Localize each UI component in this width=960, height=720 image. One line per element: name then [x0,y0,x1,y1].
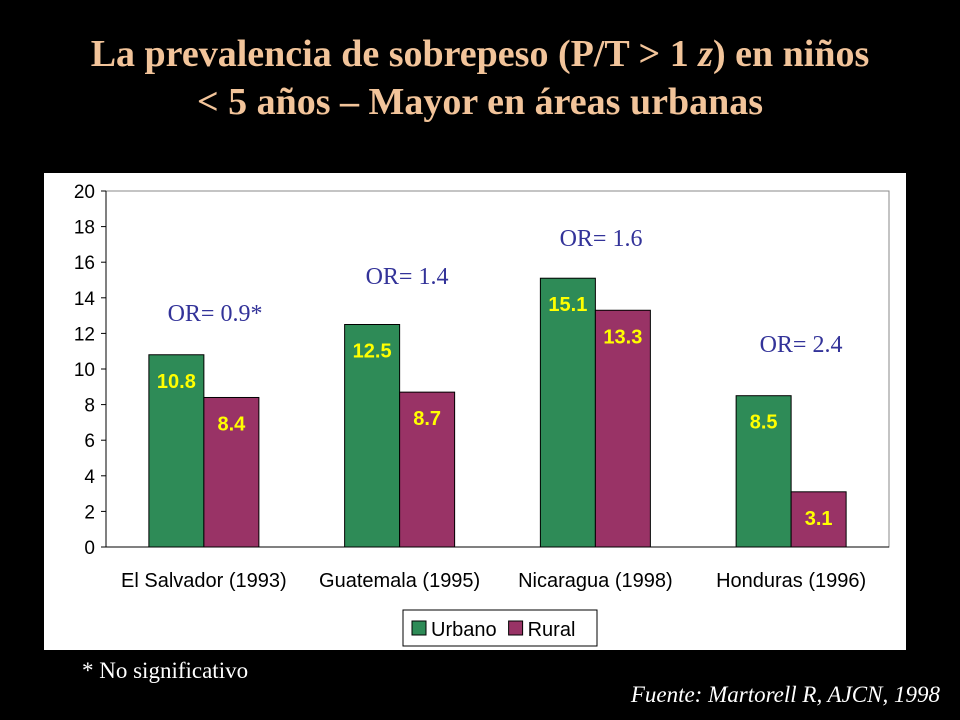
y-tick-label: 6 [84,431,95,452]
legend-label-urbano: Urbano [431,619,497,641]
legend-swatch-rural [508,620,524,636]
bar-value-label: 8.7 [413,408,441,430]
bar-value-label: 8.5 [750,412,778,434]
bar-chart: 0 2 4 6 8 10 12 14 16 18 20 10.8 8.4 El Salvador (199… [74,182,890,647]
slide-title: La prevalencia de sobrepeso (P/T > 1 z) … [0,30,960,126]
legend-swatch-urbano [411,620,427,636]
title-line-1: La prevalencia de sobrepeso (P/T > 1 z) … [0,30,960,78]
y-tick-label: 14 [74,289,96,310]
bar-rural [399,391,456,548]
category-label: Guatemala (1995) [319,570,480,592]
odds-ratio-annotation: OR= 1.6 [560,226,643,252]
bar-value-label: 8.4 [217,413,246,435]
bar-urbano [735,395,792,548]
bar-urbano [148,354,205,548]
chart-panel: 0 2 4 6 8 10 12 14 16 18 20 10.8 8.4 El Salvador (199… [44,173,906,650]
bar-rural [790,491,847,548]
y-tick-label: 18 [74,218,95,239]
bar-value-label: 10.8 [157,371,196,393]
title-z-symbol: z [698,33,713,75]
bar-value-label: 15.1 [548,294,587,316]
y-tick-label: 8 [84,396,95,417]
legend-box [402,609,598,647]
legend-label-rural: Rural [528,619,576,641]
title-line-1-start: La prevalencia de sobrepeso (P/T > 1 [90,33,699,75]
category-label: Honduras (1996) [716,570,866,592]
bar-rural [594,309,651,548]
y-tick-label: 20 [74,182,95,203]
title-line-2: < 5 años – Mayor en áreas urbanas [196,81,763,123]
category-label: Nicaragua (1998) [518,570,673,592]
y-tick-label: 16 [74,253,95,274]
odds-ratio-annotation: OR= 0.9* [168,301,263,327]
y-tick-label: 2 [84,502,95,523]
title-line-1-end: ) en niños [713,33,870,75]
source-citation: Fuente: Martorell R, AJCN, 1998 [630,682,940,707]
y-tick-label: 10 [74,360,95,381]
odds-ratio-annotation: OR= 1.4 [366,264,449,290]
y-tick-label: 12 [74,324,95,345]
bar-rural [203,396,260,548]
bar-urbano [539,277,596,548]
bar-urbano [344,324,401,548]
y-tick-label: 4 [84,467,95,488]
category-label: El Salvador (1993) [121,570,287,592]
bar-value-label: 13.3 [603,326,642,348]
odds-ratio-annotation: OR= 2.4 [760,332,843,358]
footnote: * No significativo [82,658,249,683]
bar-value-label: 3.1 [805,508,833,530]
y-tick-label: 0 [84,538,95,559]
bar-value-label: 12.5 [353,341,392,363]
